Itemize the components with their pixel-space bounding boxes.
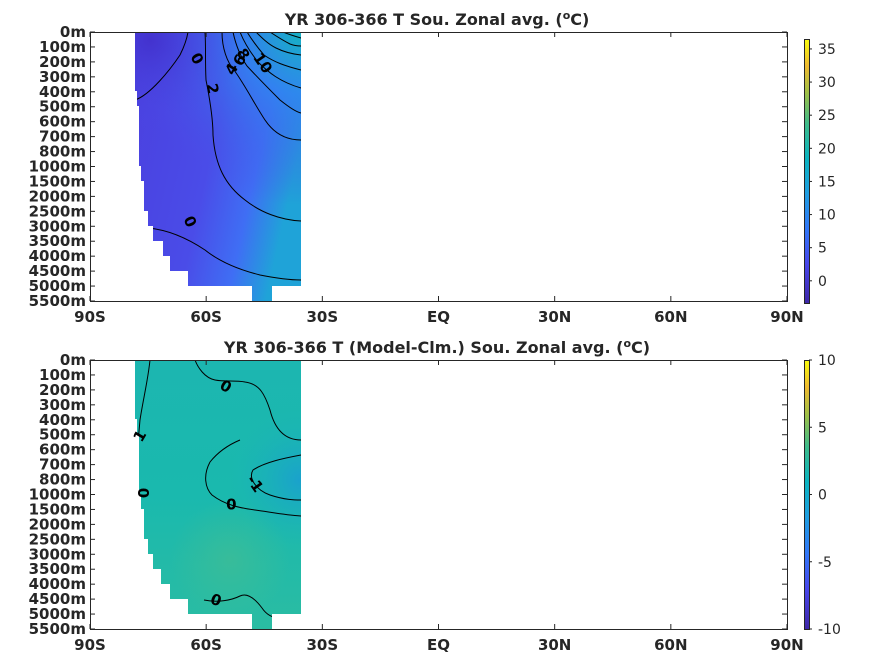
x-tick-label: EQ [427, 308, 450, 326]
x-axis-ticks: 90S 60S 30S EQ 30N 60N 90N [74, 360, 804, 654]
y-tick-label: 5500m [29, 292, 86, 310]
y-tick-label: 3000m [29, 545, 86, 563]
x-tick-label: 60S [190, 308, 222, 326]
contour-label: 2 [203, 82, 223, 95]
y-tick-label: 2500m [29, 530, 86, 548]
y-tick-label: 2000m [29, 187, 86, 205]
contour-lines [135, 32, 301, 281]
y-tick-label: 3500m [29, 232, 86, 250]
x-tick-label: 90S [74, 308, 106, 326]
y-tick-label: 4000m [29, 247, 86, 265]
x-tick-label: 60N [654, 308, 687, 326]
y-tick-label: 400m [39, 411, 86, 429]
y-tick-label: 5000m [29, 605, 86, 623]
x-tick-label: 90N [770, 308, 803, 326]
y-tick-label: 400m [39, 83, 86, 101]
colorbar-tick-label: 10 [818, 208, 836, 224]
x-tick-label: 90N [770, 636, 803, 654]
y-tick-label: 700m [39, 128, 86, 146]
y-tick-label: 0m [60, 23, 86, 41]
y-tick-label: 200m [39, 53, 86, 71]
y-tick-label: 4500m [29, 262, 86, 280]
colorbar-tick-label: -5 [818, 555, 832, 571]
y-tick-label: 0m [60, 351, 86, 369]
contour-label: 0 [226, 495, 236, 513]
x-tick-label: 30S [306, 636, 338, 654]
y-tick-label: 200m [39, 381, 86, 399]
contour-label: 0 [134, 488, 152, 498]
chart-title: YR 306-366 T Sou. Zonal avg. (oC) [284, 9, 590, 29]
y-tick-label: 100m [39, 38, 86, 56]
x-tick-label: 90S [74, 636, 106, 654]
colorbar-tick-label: 25 [818, 108, 836, 124]
y-tick-label: 600m [39, 441, 86, 459]
x-axis-ticks: 90S 60S 30S EQ 30N 60N 90N [74, 32, 804, 326]
colorbar-tick-label: 5 [818, 420, 827, 436]
y-tick-label: 800m [39, 471, 86, 489]
y-tick-label: 1500m [29, 500, 86, 518]
y-tick-label: 3000m [29, 217, 86, 235]
colorbar-tick-label: 15 [818, 174, 836, 190]
y-tick-label: 2500m [29, 202, 86, 220]
colorbar-tick-label: 0 [818, 488, 827, 504]
colorbar-tick-label: 30 [818, 75, 836, 91]
y-axis-ticks: 0m100m200m300m400m500m600m700m800m1000m1… [29, 351, 787, 638]
panel-temperature: YR 306-366 T Sou. Zonal avg. (oC) 024681… [29, 9, 836, 326]
y-tick-label: 500m [39, 426, 86, 444]
y-tick-label: 800m [39, 143, 86, 161]
y-tick-label: 1000m [29, 486, 86, 504]
x-tick-label: 30N [538, 308, 571, 326]
y-tick-label: 100m [39, 366, 86, 384]
colorbar-tick-label: 5 [818, 241, 827, 257]
y-axis-ticks: 0m100m200m300m400m500m600m700m800m1000m1… [29, 23, 787, 310]
colorbar-tick-label: 35 [818, 42, 836, 58]
y-tick-label: 300m [39, 396, 86, 414]
colorbar: 10 5 0 -5 -10 [804, 353, 841, 638]
y-tick-label: 700m [39, 456, 86, 474]
y-tick-label: 1000m [29, 158, 86, 176]
chart-title: YR 306-366 T (Model-Clm.) Sou. Zonal avg… [223, 337, 650, 357]
y-tick-label: 300m [39, 68, 86, 86]
colorbar-tick-label: 0 [818, 274, 827, 290]
colorbar: 35 30 25 20 15 10 5 0 [804, 39, 836, 304]
y-tick-label: 500m [39, 98, 86, 116]
y-tick-label: 5000m [29, 277, 86, 295]
x-tick-label: 30S [306, 308, 338, 326]
y-tick-label: 4000m [29, 575, 86, 593]
heatmap-field [135, 32, 301, 301]
y-tick-label: 4500m [29, 590, 86, 608]
colorbar-tick-label: -10 [818, 622, 841, 638]
y-tick-label: 2000m [29, 515, 86, 533]
y-tick-label: 5500m [29, 620, 86, 638]
x-tick-label: 60S [190, 636, 222, 654]
colorbar-tick-label: 20 [818, 141, 836, 157]
colorbar-tick-label: 10 [818, 353, 836, 369]
panel-temperature-difference: YR 306-366 T (Model-Clm.) Sou. Zonal avg… [29, 337, 841, 654]
y-tick-label: 3500m [29, 560, 86, 578]
x-tick-label: 60N [654, 636, 687, 654]
x-tick-label: EQ [427, 636, 450, 654]
y-tick-label: 1500m [29, 172, 86, 190]
x-tick-label: 30N [538, 636, 571, 654]
y-tick-label: 600m [39, 113, 86, 131]
